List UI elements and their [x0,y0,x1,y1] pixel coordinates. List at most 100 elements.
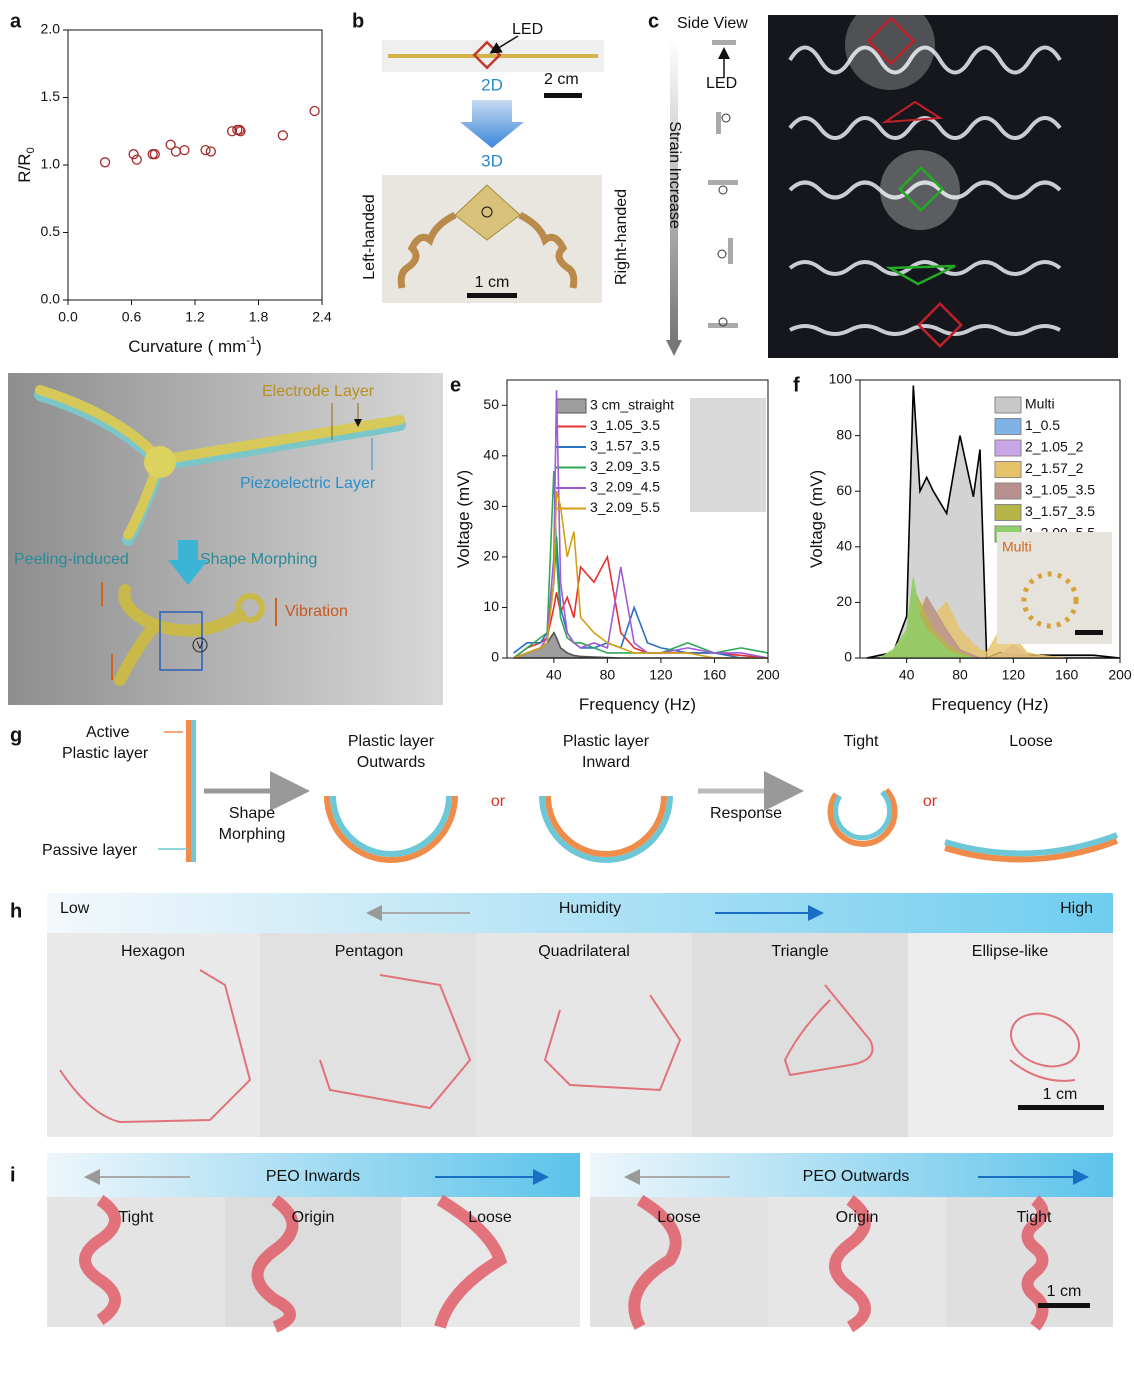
panel-g: Active Plastic layer Passive layer Shape… [42,720,1117,862]
y-axis-label-sub: 0 [25,147,37,153]
point [278,131,287,140]
plot-frame [68,30,322,300]
panel-d: Electrode Layer Piezoelectric Layer Peel… [8,373,443,705]
schematic [719,186,727,194]
label: Response [710,805,782,822]
scale-bar [467,293,517,298]
label: Shape Morphing [200,551,317,568]
panel-h: Low Humidity High Hexagon Pentagon Quadr… [47,893,1113,1137]
label: Tight [844,733,880,750]
legend-label: 2_1.05_2 [1025,439,1084,455]
chart: 0.00.61.21.82.40.00.51.01.52.0Curvature … [15,21,331,357]
y-axis-label: R/R0 [15,147,36,182]
panel-i: PEO Inwards PEO Outwards Tight Origin Lo… [47,1153,1113,1327]
arrow [460,100,524,148]
label: V [197,641,204,652]
label: Inward [582,754,630,771]
legend-label: 3 cm_straight [590,397,674,413]
label: Hexagon [121,943,185,960]
legend-label: 3_1.05_3.5 [590,417,660,433]
x-axis-label-text: Frequency (Hz) [579,695,696,714]
y-tick-label: 1.0 [41,156,61,172]
inset-label: Multi [1002,539,1032,555]
scale-bar [1018,1105,1104,1110]
y-tick-label: 0 [491,649,499,665]
y-tick-label: 60 [836,482,852,498]
arc [836,792,890,838]
label: 1 cm [1047,1283,1082,1300]
panel-label: g [10,724,22,746]
point [310,107,319,116]
label: Tight [119,1209,155,1226]
label: Electrode Layer [262,383,375,400]
x-tick-label: 80 [952,667,968,683]
label: Side View [677,15,748,32]
point [206,147,215,156]
y-tick-label: 100 [829,371,853,387]
y-tick-label: 0 [844,649,852,665]
label: Morphing [219,826,286,843]
y-tick-label: 10 [483,598,499,614]
x-tick-label: 160 [1055,667,1079,683]
label: Vibration [285,603,348,620]
arrow [666,340,682,356]
label: Low [60,900,90,917]
panel-c: Side View LED Strain Increase [666,0,1118,358]
scale-bar [1075,630,1103,635]
photo [260,933,476,1137]
arc [327,796,455,860]
point [150,150,159,159]
legend-swatch [995,462,1021,478]
y-tick-label: 20 [483,548,499,564]
y-tick-label: 0.0 [41,291,61,307]
y-axis-label: Voltage (mV) [807,470,826,568]
label: PEO Outwards [803,1168,910,1185]
x-tick-label: 200 [756,667,780,683]
legend-swatch [556,399,586,413]
legend-swatch [995,419,1021,435]
legend-swatch [995,483,1021,499]
label: or [491,793,506,810]
label: Loose [1009,733,1053,750]
legend-label: 2_1.57_2 [1025,460,1084,476]
legend-label: 3_1.57_3.5 [590,438,660,454]
x-tick-label: 1.8 [249,309,269,325]
schematic [712,40,736,45]
label: LED [706,75,737,92]
y-axis-label-text: Voltage (mV) [807,470,826,568]
label: Piezoelectric Layer [240,475,376,492]
label: Passive layer [42,842,138,859]
glow [845,0,935,90]
hub [144,446,176,478]
point [101,158,110,167]
photo [47,933,260,1137]
label: 1 cm [1043,1086,1078,1103]
x-axis-label: Frequency (Hz) [579,695,696,714]
label: Shape [229,805,275,822]
label: Right-handed [613,189,630,285]
x-tick-label: 80 [600,667,616,683]
y-tick-label: 40 [836,538,852,554]
schematic [708,180,738,185]
y-tick-label: 40 [483,447,499,463]
panel-label: b [352,10,364,32]
label: Tight [1017,1209,1053,1226]
point [148,150,157,159]
label: 3D [481,151,503,170]
label: Outwards [357,754,425,771]
point [180,146,189,155]
y-axis-label: Voltage (mV) [454,470,473,568]
y-axis-label-text: R/R [15,153,34,182]
x-tick-label: 0.0 [58,309,78,325]
legend-label: 3_2.09_3.5 [590,458,660,474]
label: Loose [657,1209,701,1226]
x-tick-label: 2.4 [312,309,332,325]
y-tick-label: 50 [483,396,499,412]
x-tick-label: 1.2 [185,309,205,325]
x-tick-label: 120 [649,667,673,683]
photo [476,933,692,1137]
label: Origin [836,1209,879,1226]
label: Left-handed [361,194,378,279]
schematic [722,114,730,122]
